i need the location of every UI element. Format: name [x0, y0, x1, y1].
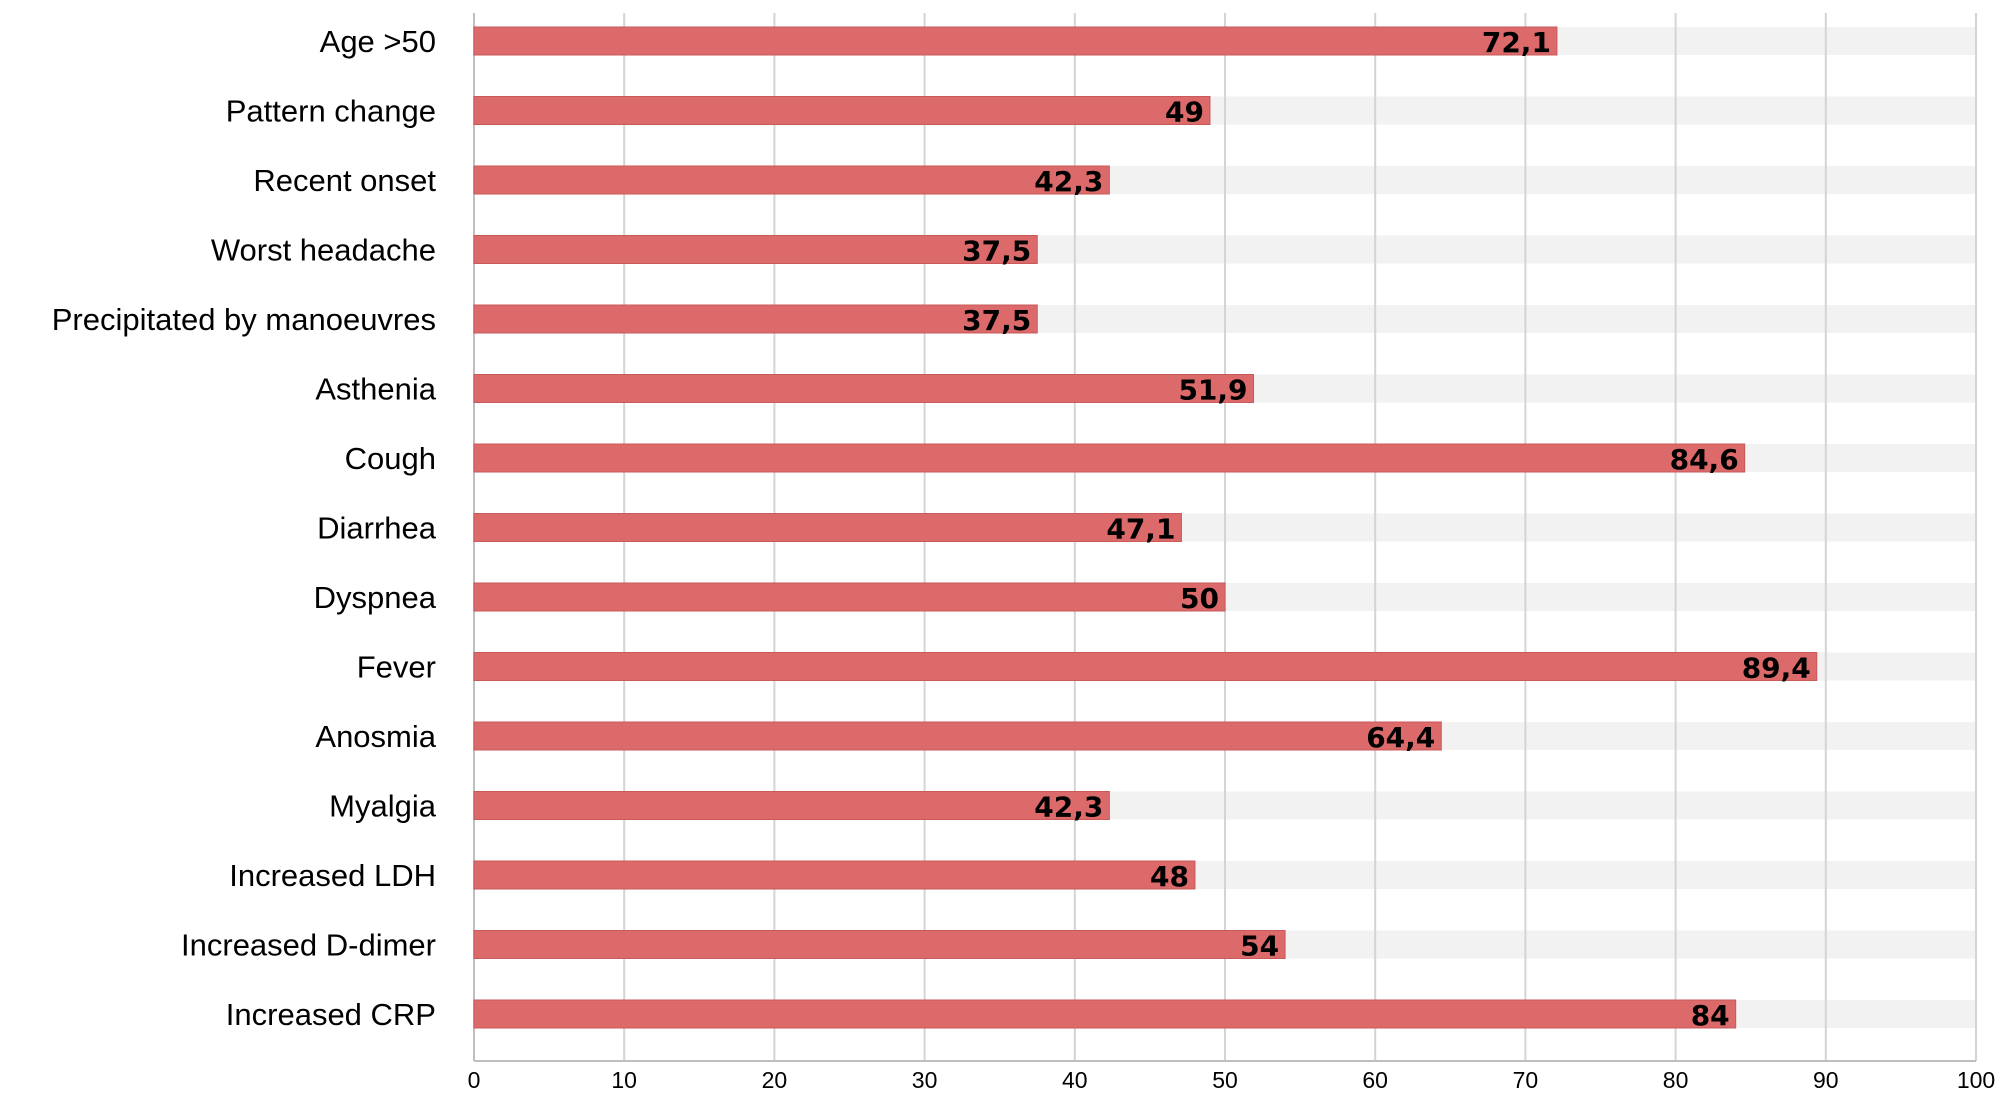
data-label: 72,1 — [1482, 26, 1551, 59]
data-label: 37,5 — [962, 235, 1031, 268]
category-label: Recent onset — [253, 163, 436, 198]
category-label: Fever — [357, 650, 436, 685]
data-label: 42,3 — [1034, 165, 1103, 198]
x-tick-label: 0 — [468, 1067, 481, 1093]
data-label: 84,6 — [1670, 443, 1739, 476]
data-label: 47,1 — [1106, 513, 1175, 546]
bar — [473, 999, 1737, 1029]
category-label: Precipitated by manoeuvres — [52, 302, 436, 337]
x-tick-label: 90 — [1813, 1067, 1839, 1093]
bar — [473, 374, 1255, 403]
data-label: 50 — [1180, 582, 1219, 615]
bar — [473, 165, 1110, 195]
value-bars — [473, 26, 1818, 1029]
category-label: Anosmia — [315, 719, 436, 754]
category-label: Worst headache — [211, 233, 436, 268]
bar — [473, 930, 1286, 959]
category-label: Age >50 — [320, 24, 436, 59]
x-tick-label: 40 — [1062, 1067, 1088, 1093]
category-label: Cough — [345, 441, 436, 476]
bar — [473, 791, 1110, 820]
data-label: 89,4 — [1742, 652, 1811, 685]
category-label: Diarrhea — [317, 511, 437, 546]
bar — [473, 860, 1196, 890]
x-tick-label: 50 — [1212, 1067, 1238, 1093]
x-tick-label: 20 — [762, 1067, 788, 1093]
category-label: Dyspnea — [314, 580, 437, 615]
category-label: Increased D-dimer — [181, 928, 436, 963]
data-label: 42,3 — [1034, 791, 1103, 824]
bar — [473, 582, 1226, 612]
data-label: 37,5 — [962, 304, 1031, 337]
category-label: Increased LDH — [229, 858, 436, 893]
x-tick-label: 80 — [1663, 1067, 1689, 1093]
bar — [473, 26, 1558, 56]
category-labels: Age >50 Pattern change Recent onset Worst h… — [52, 24, 437, 1032]
bar — [473, 96, 1211, 125]
data-label: 51,9 — [1178, 374, 1247, 407]
x-tick-label: 70 — [1513, 1067, 1539, 1093]
x-tick-label: 10 — [611, 1067, 637, 1093]
bar — [473, 304, 1038, 334]
category-label: Myalgia — [329, 789, 437, 824]
x-axis: 0 10 20 30 40 50 60 70 80 90 100 — [468, 1060, 1995, 1093]
x-tick-label: 30 — [912, 1067, 938, 1093]
bar — [473, 652, 1818, 681]
x-tick-label: 60 — [1362, 1067, 1388, 1093]
category-label: Asthenia — [315, 372, 436, 407]
data-label: 54 — [1240, 930, 1279, 963]
value-labels: 72,1 49 42,3 37,5 37,5 51,9 84,6 47,1 50 89,4 64,4… — [962, 26, 1811, 1032]
x-tick-label: 100 — [1957, 1067, 1995, 1093]
bar — [473, 721, 1442, 751]
bar — [473, 443, 1746, 473]
bar — [473, 235, 1038, 264]
data-label: 84 — [1691, 999, 1730, 1032]
bar — [473, 513, 1182, 542]
category-label: Pattern change — [226, 94, 436, 129]
data-label: 64,4 — [1366, 721, 1435, 754]
data-label: 49 — [1165, 96, 1204, 129]
category-label: Increased CRP — [226, 997, 436, 1032]
data-label: 48 — [1150, 860, 1189, 893]
